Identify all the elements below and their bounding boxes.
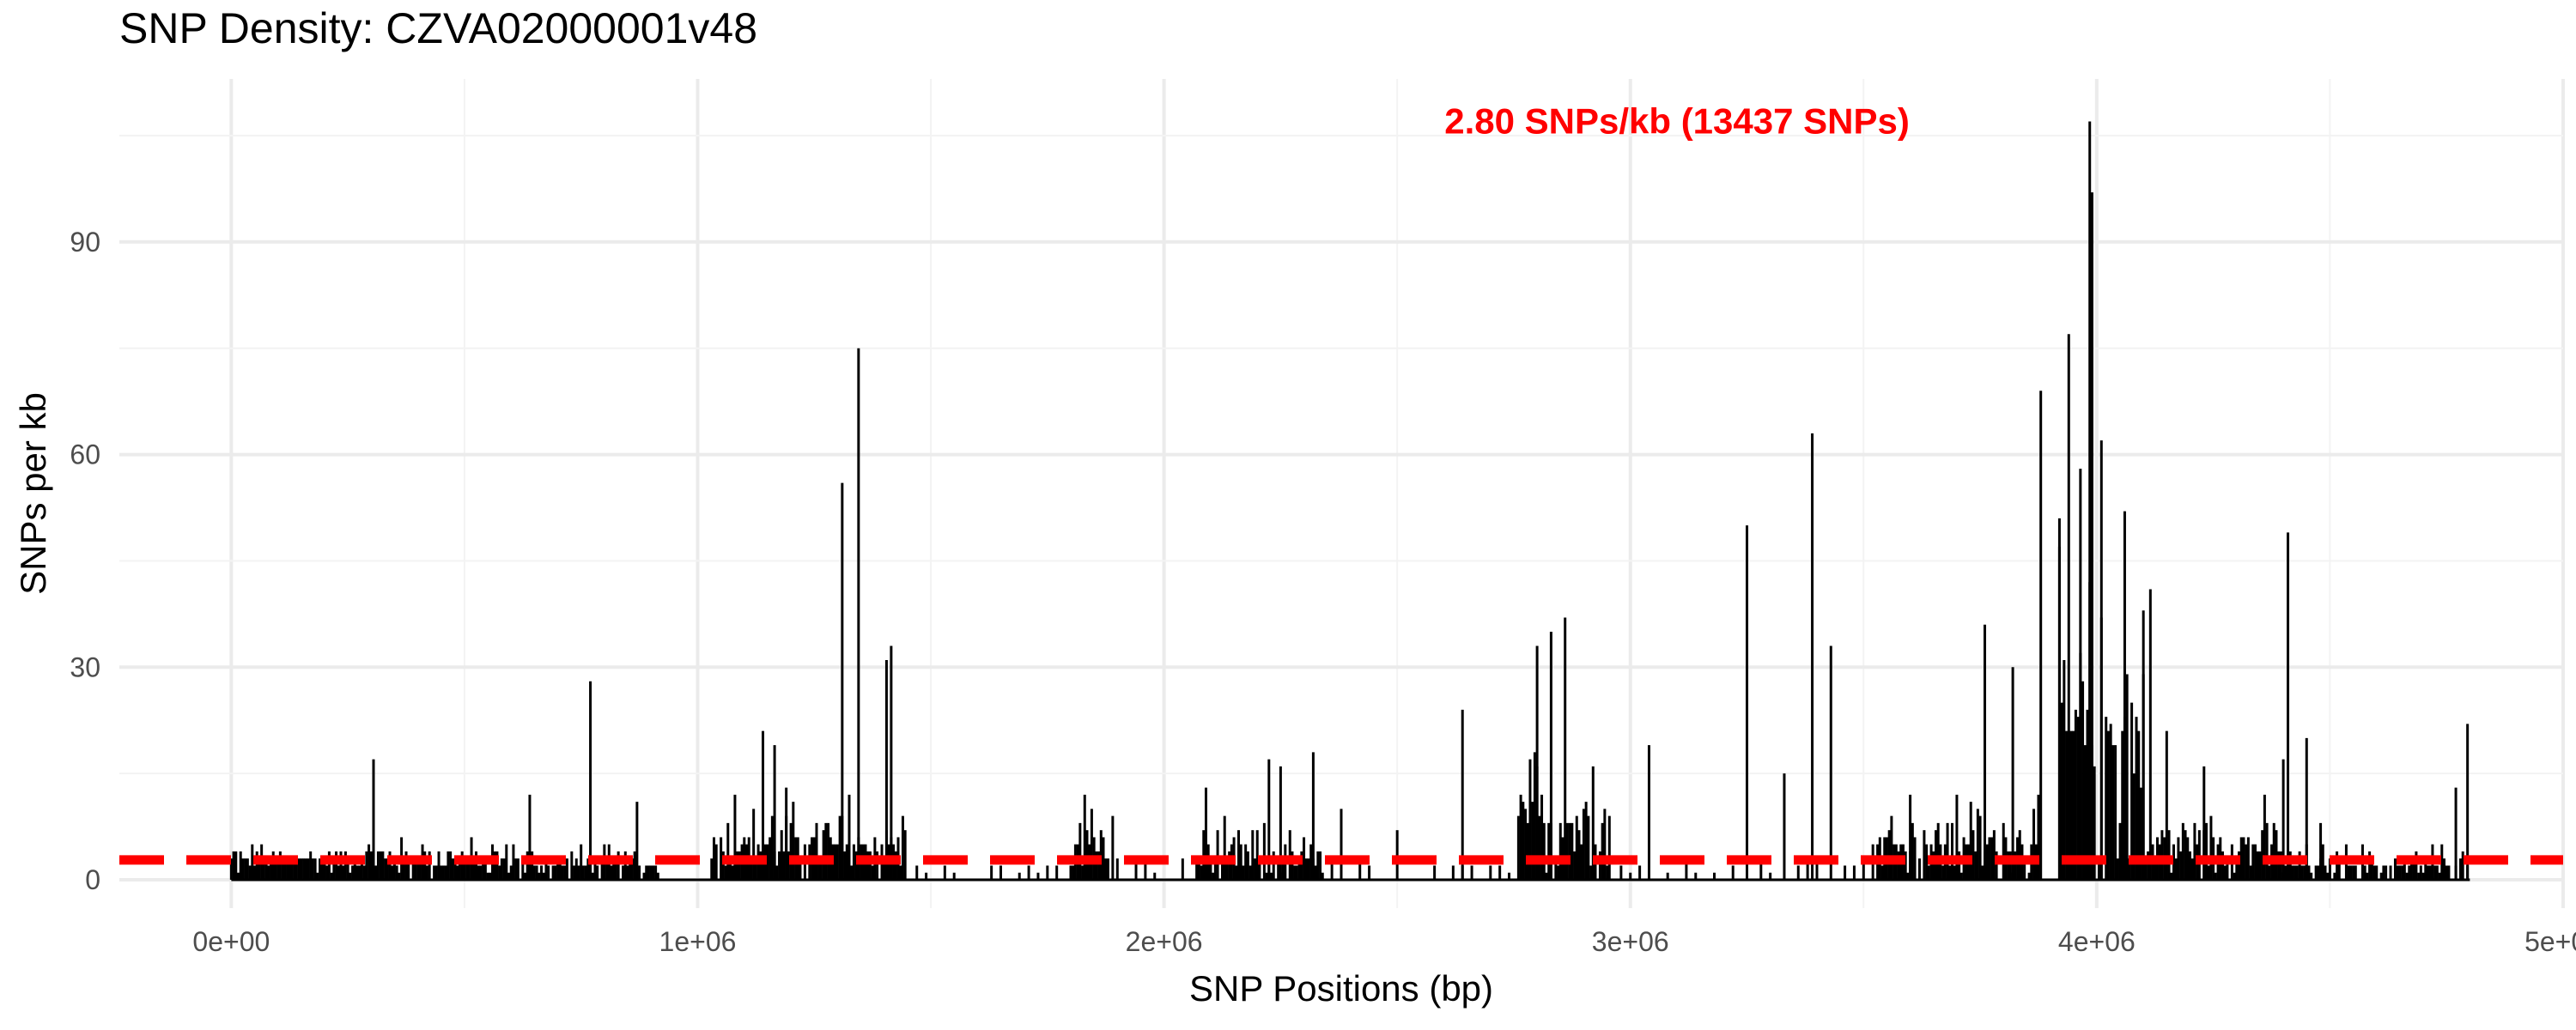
x-tick-label: 4e+06 — [2058, 926, 2136, 957]
x-tick-label: 5e+06 — [2524, 926, 2576, 957]
grid-lines — [119, 79, 2565, 908]
x-axis-title: SNP Positions (bp) — [1189, 968, 1493, 1009]
y-tick-label: 60 — [70, 439, 100, 470]
density-bars — [229, 121, 2470, 882]
mean-density-annotation: 2.80 SNPs/kb (13437 SNPs) — [1444, 101, 1910, 142]
y-axis-ticks: 0 30 60 90 — [70, 227, 100, 895]
x-tick-label: 3e+06 — [1592, 926, 1669, 957]
y-axis-title: SNPs per kb — [13, 392, 53, 595]
x-tick-label: 2e+06 — [1126, 926, 1203, 957]
y-tick-label: 30 — [70, 651, 100, 682]
x-tick-label: 1e+06 — [659, 926, 737, 957]
y-tick-label: 90 — [70, 227, 100, 258]
x-tick-label: 0e+00 — [192, 926, 270, 957]
x-axis-ticks: 0e+00 1e+06 2e+06 3e+06 4e+06 5e+06 — [192, 926, 2576, 957]
y-tick-label: 0 — [85, 864, 100, 895]
chart-title: SNP Density: CZVA02000001v48 — [119, 4, 758, 52]
